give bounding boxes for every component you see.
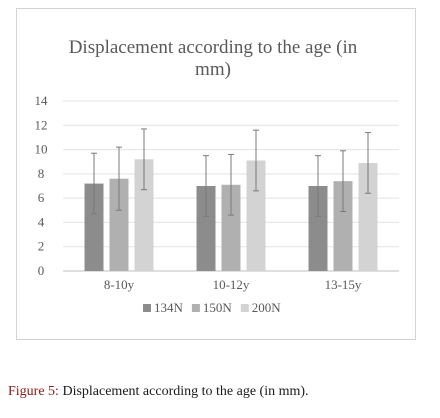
legend-swatch-134N [143,304,151,312]
y-tick-label: 6 [38,190,45,205]
bar-134N-8-10y [84,183,104,271]
bar-150N-13-15y [333,181,353,271]
y-tick-label: 10 [35,142,48,157]
legend-label-200N: 200N [252,300,282,315]
bar-200N-8-10y [134,159,154,271]
legend-label-134N: 134N [154,300,184,315]
category-label: 8-10y [104,277,135,292]
legend-swatch-200N [240,304,249,312]
y-tick-label: 8 [38,166,45,181]
caption-label: Figure 5: [8,384,59,399]
y-tick-label: 4 [38,214,45,229]
y-tick-label: 14 [35,93,49,108]
category-label: 13-15y [325,277,362,292]
bar-134N-10-12y [196,186,216,271]
y-axis-ticks: 0 2 4 6 8 10 12 14 [35,93,49,278]
bar-150N-10-12y [221,184,241,271]
bar-134N-13-15y [308,186,328,271]
bar-layer [84,159,378,271]
chart-title-line-1: Displacement according to the age (in [69,37,358,58]
figure-caption: Figure 5: Displacement according to the … [8,384,432,400]
error-bar-layer [91,128,371,217]
chart-frame: Displacement according to the age (in mm… [16,8,416,340]
legend-swatch-150N [191,304,200,312]
legend: 134N 150N 200N [143,300,281,315]
y-tick-label: 0 [38,263,45,278]
x-axis-categories: 8-10y 10-12y 13-15y [104,277,362,292]
legend-label-150N: 150N [203,300,233,315]
caption-text: Displacement according to the age (in mm… [62,384,309,399]
y-tick-label: 2 [38,239,45,254]
bar-200N-13-15y [358,162,378,271]
bar-200N-10-12y [246,160,266,271]
y-tick-label: 12 [35,117,48,132]
category-label: 10-12y [213,277,250,292]
chart-title-line-2: mm) [195,59,231,80]
chart-svg: Displacement according to the age (in mm… [35,37,399,315]
bar-150N-8-10y [109,178,129,271]
